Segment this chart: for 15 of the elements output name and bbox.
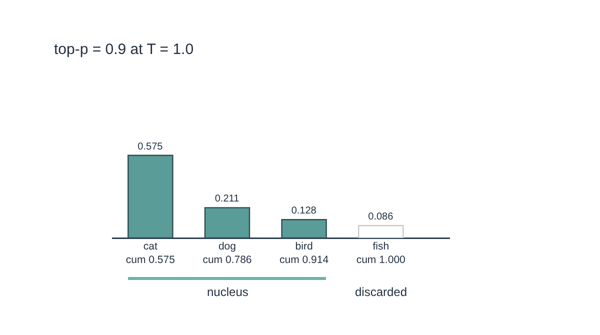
data-label: 0.575	[138, 141, 164, 152]
bar	[204, 207, 250, 238]
text: nucleus	[207, 285, 248, 299]
x-tick-label: dog cum 0.786	[202, 240, 252, 266]
data-label: 0.211	[214, 194, 240, 205]
x-tick-label: bird cum 0.914	[280, 240, 329, 266]
x-tick-label: fish cum 1.000	[356, 240, 406, 266]
bar	[281, 219, 327, 238]
data-label: 0.086	[368, 212, 394, 223]
text: discarded	[355, 285, 408, 299]
x-tick-label: cat cum 0.575	[126, 240, 176, 266]
chart-title: top-p = 0.9 at T = 1.0	[54, 40, 194, 58]
bar	[358, 225, 404, 238]
bar	[128, 154, 174, 238]
data-label: 0.128	[291, 206, 317, 217]
